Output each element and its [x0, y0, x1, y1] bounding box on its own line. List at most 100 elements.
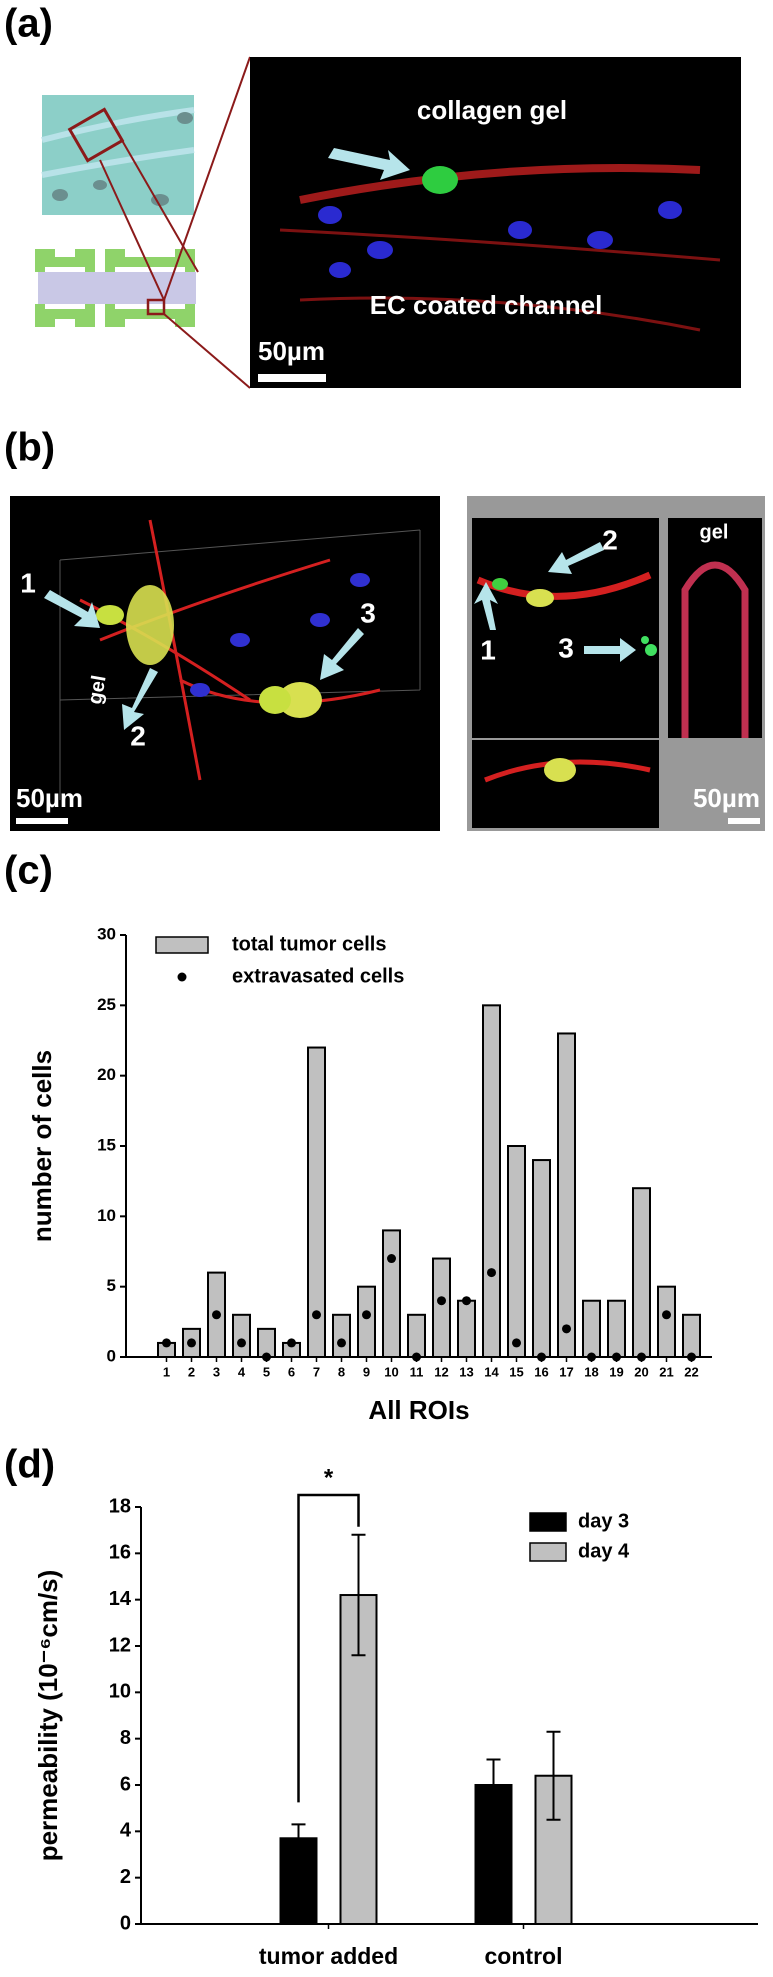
bar [532, 1159, 551, 1358]
x-axis-title: All ROIs [368, 1395, 469, 1425]
significance-label: * [324, 1464, 334, 1491]
data-point [287, 1338, 296, 1348]
image-annotation: 1 [20, 567, 36, 598]
bar [632, 1187, 651, 1358]
x-tick-label: 19 [609, 1364, 623, 1379]
x-tick-label: tumor added [259, 1943, 398, 1969]
data-point [362, 1310, 371, 1320]
x-tick-label: 4 [238, 1364, 246, 1379]
y-tick-label: 2 [120, 1866, 131, 1888]
x-tick-label: 13 [459, 1364, 473, 1379]
data-point [687, 1352, 696, 1362]
bar [232, 1313, 251, 1359]
x-tick-label: 3 [213, 1364, 220, 1379]
x-tick-label: 21 [659, 1364, 673, 1379]
legend-swatch [177, 972, 187, 982]
y-tick-label: 18 [109, 1495, 131, 1517]
legend-label: day 3 [578, 1510, 629, 1532]
panel-label: (c) [4, 849, 53, 893]
x-tick-label: 18 [584, 1364, 598, 1379]
y-tick-label: 0 [120, 1912, 131, 1934]
data-point [312, 1310, 321, 1320]
y-tick-label: 10 [109, 1681, 131, 1703]
bar [482, 1004, 501, 1358]
microscopy-image [10, 496, 765, 831]
image-annotation: gel [700, 521, 729, 543]
data-point [262, 1352, 271, 1362]
y-tick-label: 20 [97, 1065, 116, 1084]
x-tick-label: 14 [484, 1364, 499, 1379]
scale-bar-label: 50µm [16, 783, 83, 813]
data-point [237, 1338, 246, 1348]
data-point [387, 1254, 396, 1264]
error-bar [546, 1730, 561, 1821]
y-tick-label: 12 [109, 1634, 131, 1656]
y-tick-label: 8 [120, 1727, 131, 1749]
x-tick-label: 8 [338, 1364, 345, 1379]
bar [407, 1313, 426, 1359]
y-tick-label: 10 [97, 1206, 116, 1225]
data-point [612, 1352, 621, 1362]
bar [607, 1299, 626, 1358]
bar [357, 1285, 376, 1358]
x-tick-label: 22 [684, 1364, 698, 1379]
x-tick-label: 20 [634, 1364, 648, 1379]
legend-swatch [529, 1542, 567, 1562]
data-point [212, 1310, 221, 1320]
data-point [412, 1352, 421, 1362]
x-tick-label: 16 [534, 1364, 548, 1379]
y-tick-label: 25 [97, 995, 116, 1014]
y-tick-label: 5 [107, 1276, 116, 1295]
bar [507, 1145, 526, 1358]
bar [657, 1285, 676, 1358]
bar [332, 1313, 351, 1359]
bar [557, 1032, 576, 1358]
x-tick-label: 9 [363, 1364, 370, 1379]
legend-swatch [529, 1512, 567, 1532]
data-point [637, 1352, 646, 1362]
image-annotation: 3 [360, 597, 376, 628]
bar [382, 1229, 401, 1359]
bar [432, 1257, 451, 1358]
x-tick-label: 17 [559, 1364, 573, 1379]
image-annotation: collagen gel [417, 95, 567, 125]
x-tick-label: 11 [410, 1364, 424, 1379]
legend-label: day 4 [578, 1540, 630, 1562]
y-tick-label: 16 [109, 1542, 131, 1564]
y-tick-label: 15 [97, 1135, 116, 1154]
y-tick-label: 14 [109, 1588, 132, 1610]
data-point [162, 1338, 171, 1348]
microscopy-image [250, 57, 741, 388]
data-point [437, 1296, 446, 1306]
x-tick-label: 7 [313, 1364, 320, 1379]
y-axis-title: permeability (10⁻⁶cm/s) [33, 1570, 63, 1862]
panel-label: (a) [4, 2, 53, 46]
data-point [337, 1338, 346, 1348]
data-point [562, 1324, 571, 1334]
error-bar [486, 1758, 501, 1812]
error-bar [351, 1533, 366, 1657]
image-annotation: 2 [130, 720, 146, 751]
y-axis-title: number of cells [27, 1050, 57, 1242]
image-annotation: 2 [602, 524, 618, 555]
data-point [537, 1352, 546, 1362]
y-tick-label: 6 [120, 1773, 131, 1795]
x-tick-label: 15 [509, 1364, 523, 1379]
legend-swatch [155, 936, 209, 954]
bar [307, 1046, 326, 1358]
image-annotation: gel [84, 674, 111, 706]
error-bar [291, 1823, 306, 1854]
data-point [187, 1338, 196, 1348]
x-tick-label: 6 [288, 1364, 295, 1379]
scale-bar-label: 50µm [693, 783, 760, 813]
y-tick-label: 0 [107, 1346, 116, 1365]
data-point [487, 1268, 496, 1278]
image-annotation: 1 [480, 634, 496, 665]
significance-bracket [297, 1493, 360, 1803]
bar [682, 1313, 701, 1359]
x-tick-label: 5 [263, 1364, 270, 1379]
y-tick-label: 30 [97, 924, 116, 943]
legend-label: extravasated cells [232, 965, 404, 987]
data-point [512, 1338, 521, 1348]
